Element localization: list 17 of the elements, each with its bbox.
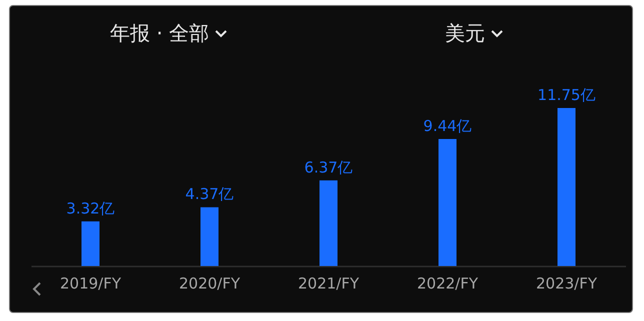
- bar: [200, 207, 218, 266]
- text: 美元: [445, 20, 485, 47]
- data-label: 11.75亿: [538, 86, 596, 104]
- x-tick-label: 2021/FY: [298, 274, 360, 292]
- text: 年报 · 全部: [110, 20, 210, 47]
- x-tick-label: 2019/FY: [60, 274, 122, 292]
- x-tick-label: 2022/FY: [416, 274, 479, 292]
- bar: [558, 108, 576, 266]
- data-label: 3.32亿: [66, 199, 115, 218]
- data-label: 6.37亿: [304, 158, 353, 176]
- data-label: 4.37亿: [185, 185, 234, 204]
- data-label: 9.44亿: [423, 117, 472, 136]
- bar: [82, 221, 100, 266]
- x-tick-label: 2020/FY: [178, 274, 241, 292]
- bar: [320, 180, 338, 266]
- x-tick-label: 2023/FY: [536, 274, 598, 292]
- bar: [438, 139, 456, 266]
